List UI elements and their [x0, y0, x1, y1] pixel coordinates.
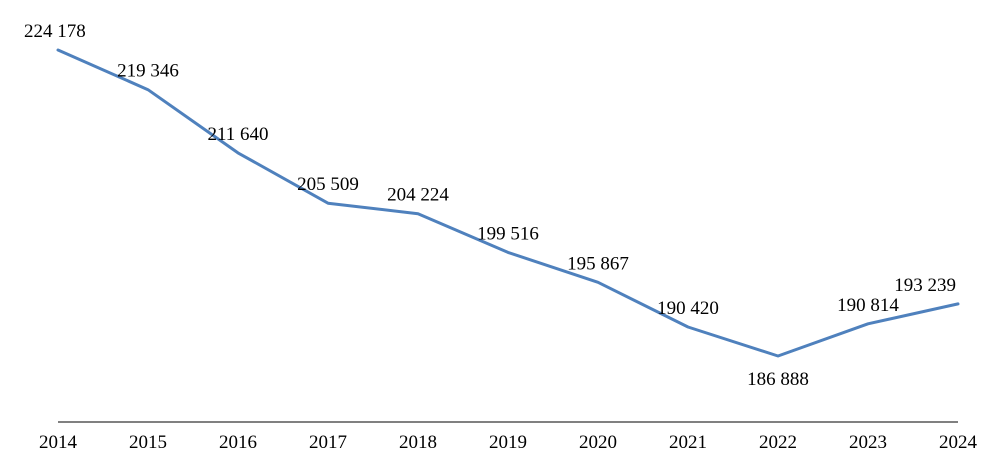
x-tick-label: 2015: [129, 432, 167, 453]
data-label: 190 420: [657, 298, 719, 319]
x-tick-label: 2021: [669, 432, 707, 453]
data-labels: 224 178 219 346 211 640 205 509 204 224 199 5…: [24, 21, 956, 390]
data-label: 193 239: [894, 275, 956, 296]
x-tick-label: 2022: [759, 432, 797, 453]
x-tick-label: 2017: [309, 432, 347, 453]
data-label: 205 509: [297, 174, 359, 195]
data-label: 219 346: [117, 61, 179, 82]
x-tick-label: 2014: [39, 432, 78, 453]
data-label: 199 516: [477, 223, 539, 244]
x-tick-label: 2020: [579, 432, 617, 453]
data-label: 195 867: [567, 253, 629, 274]
x-tick-label: 2018: [399, 432, 437, 453]
x-tick-label: 2019: [489, 432, 527, 453]
plot-area: 224 178 219 346 211 640 205 509 204 224 199 5…: [24, 21, 978, 453]
x-tick-label: 2024: [939, 432, 978, 453]
x-tick-labels: 2014 2015 2016 2017 2018 2019 2020 2021 2022 2023…: [39, 432, 978, 453]
series-line: [56, 48, 960, 358]
data-label: 224 178: [24, 21, 86, 42]
data-label: 204 224: [387, 185, 449, 206]
data-label: 211 640: [207, 124, 268, 145]
x-tick-label: 2016: [219, 432, 257, 453]
data-label: 186 888: [747, 369, 809, 390]
data-label: 190 814: [837, 295, 899, 316]
x-tick-label: 2023: [849, 432, 887, 453]
